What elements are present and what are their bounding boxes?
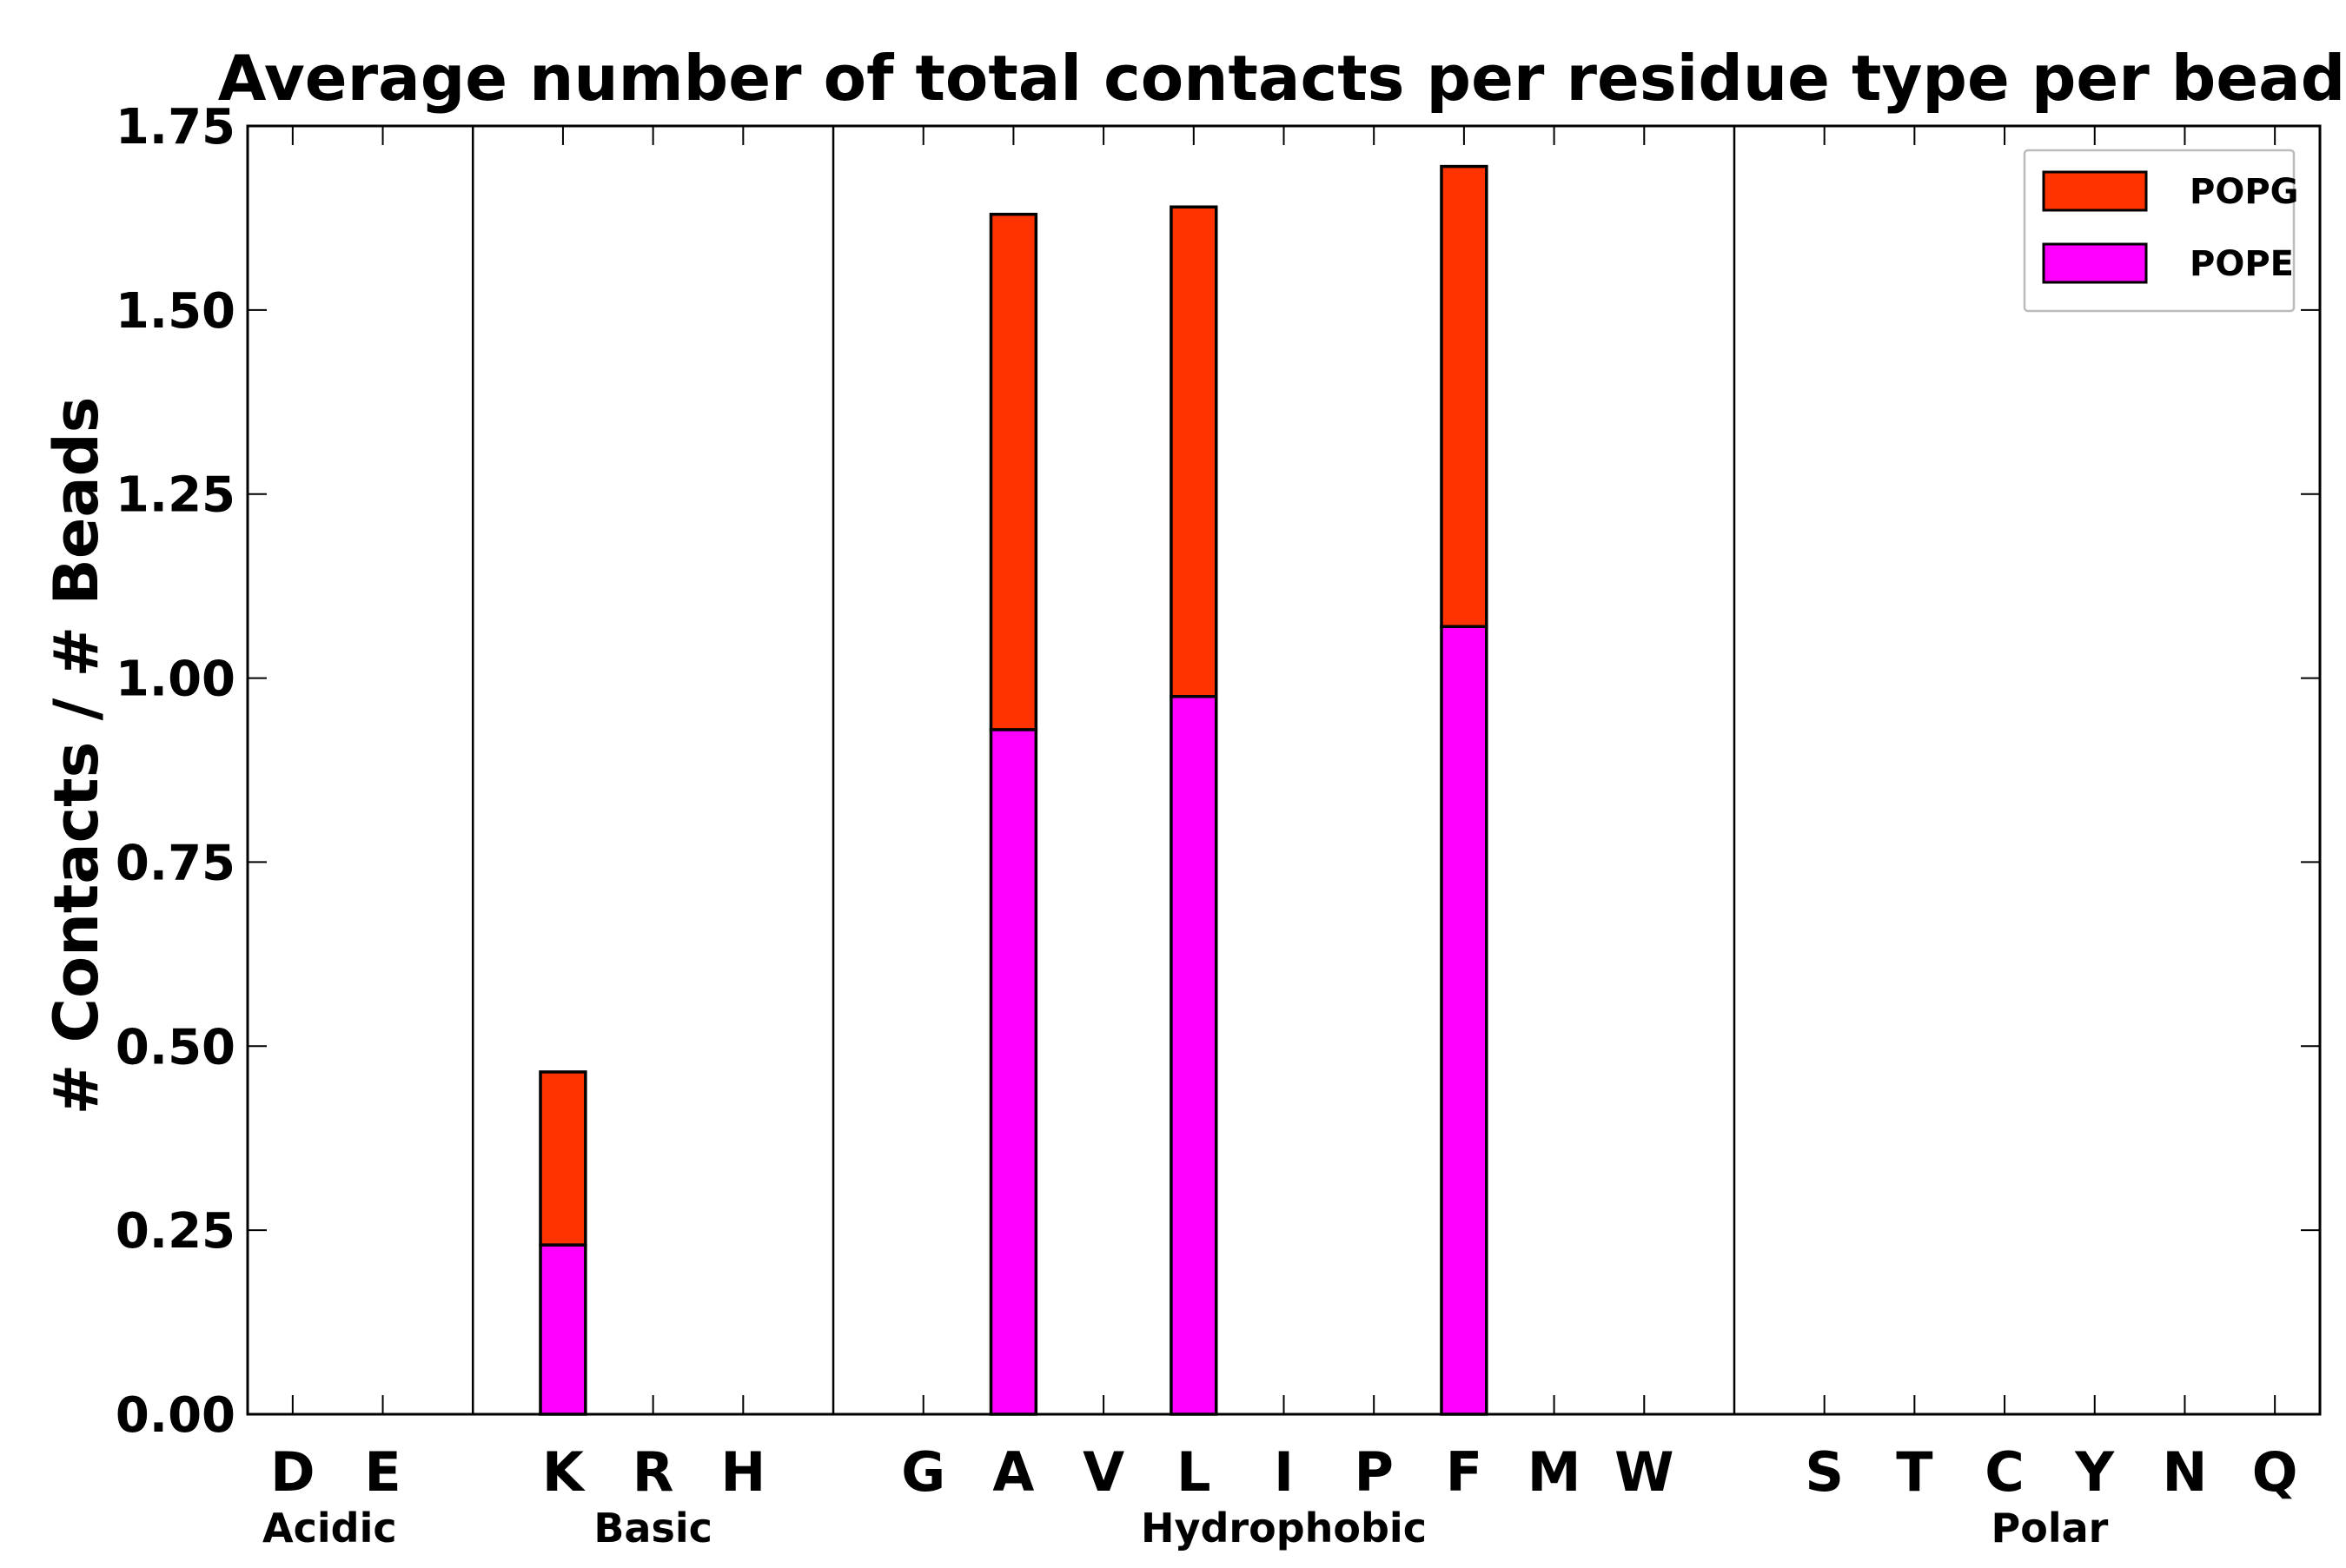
y-tick-label: 0.00 xyxy=(116,1387,235,1444)
bar-pope xyxy=(989,728,1038,1416)
legend-swatch-pope xyxy=(2042,242,2148,284)
bar-popg xyxy=(1170,205,1218,698)
bar-pope xyxy=(1170,695,1218,1416)
plot-frame xyxy=(246,124,2322,1416)
y-tick-label: 1.25 xyxy=(116,467,235,524)
y-tick-label: 0.25 xyxy=(116,1203,235,1260)
group-label: Polar xyxy=(1991,1505,2109,1551)
x-tick-label: E xyxy=(364,1440,401,1504)
y-tick-label: 0.75 xyxy=(116,835,235,891)
y-tick-label: 1.75 xyxy=(116,99,235,155)
x-tick-label: V xyxy=(1083,1440,1124,1504)
x-tick-label: T xyxy=(1896,1440,1932,1504)
x-tick-label: F xyxy=(1446,1440,1482,1504)
bar-pope xyxy=(539,1243,587,1416)
x-tick-label: S xyxy=(1805,1440,1844,1504)
x-tick-label: P xyxy=(1354,1440,1393,1504)
y-axis-label: # Contacts / # Beads xyxy=(41,397,112,1115)
x-tick-label: W xyxy=(1614,1440,1673,1504)
group-label: Acidic xyxy=(262,1505,397,1551)
x-tick-label: C xyxy=(1985,1440,2025,1504)
x-tick-label: G xyxy=(901,1440,945,1504)
y-tick-label: 0.50 xyxy=(116,1019,235,1075)
x-tick-label: D xyxy=(270,1440,315,1504)
bar-popg xyxy=(539,1070,587,1247)
bar-popg xyxy=(989,212,1038,731)
x-tick-label: K xyxy=(542,1440,586,1504)
x-tick-label: R xyxy=(633,1440,674,1504)
group-label: Hydrophobic xyxy=(1141,1505,1427,1551)
legend-swatch-popg xyxy=(2042,170,2148,212)
y-tick-label: 1.50 xyxy=(116,283,235,340)
chart-title: Average number of total contacts per res… xyxy=(218,42,2346,115)
x-tick-label: I xyxy=(1274,1440,1294,1504)
x-tick-label: M xyxy=(1528,1440,1581,1504)
x-tick-label: L xyxy=(1176,1440,1211,1504)
legend-label-popg: POPG xyxy=(2190,172,2298,212)
plot-area: 0.00 0.25 0.50 0.75 1.00 1.25 1.50 1.75 D E K R H G A V… xyxy=(116,99,2322,1551)
bar-popg xyxy=(1440,164,1488,629)
x-tick-label: H xyxy=(720,1440,765,1504)
legend-label-pope: POPE xyxy=(2190,244,2294,284)
x-tick-label: Q xyxy=(2252,1440,2298,1504)
x-tick-label: Y xyxy=(2074,1440,2115,1504)
x-tick-label: N xyxy=(2163,1440,2208,1504)
x-tick-label: A xyxy=(992,1440,1034,1504)
y-tick-label: 1.00 xyxy=(116,652,235,708)
group-label: Basic xyxy=(593,1505,712,1551)
bar-pope xyxy=(1440,625,1488,1416)
